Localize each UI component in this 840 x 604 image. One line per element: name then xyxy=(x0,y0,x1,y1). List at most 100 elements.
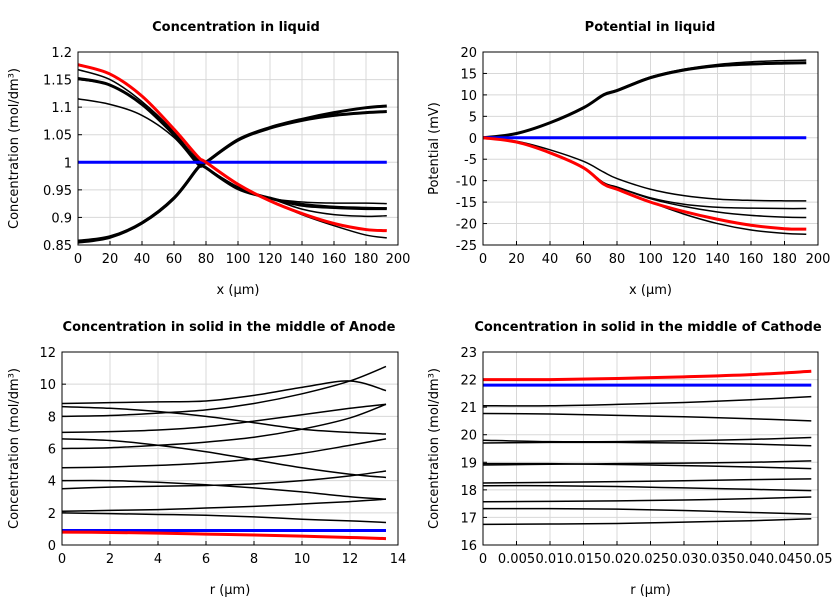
plot-frame xyxy=(482,351,819,546)
x-tick-label: 0.025 xyxy=(632,552,669,567)
x-tick-label: 0 xyxy=(479,552,487,567)
y-tick-label: 1 xyxy=(64,156,72,171)
y-tick-label: 15 xyxy=(460,67,477,82)
series-line-8 xyxy=(482,136,807,231)
y-tick-label: 0 xyxy=(469,132,477,147)
y-tick-label: 20 xyxy=(460,46,477,61)
x-tick-label: 80 xyxy=(609,252,626,267)
subplot-1: 0 20 40 60 80 100 120 140 160 180 200 0.85 0.9 0.95 1 1… xyxy=(7,20,410,298)
x-tick-label: 0 xyxy=(479,252,487,267)
y-tick-label: 10 xyxy=(460,89,477,104)
series-line-10 xyxy=(61,498,387,512)
series-line-6 xyxy=(482,462,812,470)
x-tick-label: 0.01 xyxy=(536,552,565,567)
x-tick-label: 2 xyxy=(106,552,114,567)
x-tick-label: 180 xyxy=(772,252,797,267)
subplot-4: 0 0.005 0.01 0.015 0.02 0.025 0.03 0.035 0.04 0.0… xyxy=(427,320,832,598)
series-line-1 xyxy=(482,61,807,140)
y-tick-label: 21 xyxy=(460,401,477,416)
series-line-13 xyxy=(482,369,812,382)
y-tick-label: 16 xyxy=(460,539,477,554)
x-tick-label: 40 xyxy=(134,252,151,267)
series-line-3 xyxy=(61,405,387,435)
series-line-4 xyxy=(61,403,387,434)
series-line-2 xyxy=(482,59,807,139)
y-tick-label: 20 xyxy=(460,429,477,444)
y-tick-label: 0.95 xyxy=(43,184,72,199)
x-tick-label: 6 xyxy=(202,552,210,567)
x-tick-label: 60 xyxy=(166,252,183,267)
y-tick-label: 1.15 xyxy=(43,74,72,89)
series-line-3 xyxy=(482,436,812,443)
series-line-6 xyxy=(482,137,807,236)
y-tick-label: -5 xyxy=(464,153,477,168)
y-tick-label: 1.1 xyxy=(51,101,72,116)
x-tick-label: 20 xyxy=(508,252,525,267)
series-line-9 xyxy=(61,470,387,490)
x-tick-label: 200 xyxy=(806,252,831,267)
x-tick-label: 0.015 xyxy=(565,552,602,567)
y-axis-label: Potential (mV) xyxy=(427,102,442,195)
x-tick-label: 10 xyxy=(294,552,311,567)
x-tick-label: 0.005 xyxy=(498,552,535,567)
y-tick-label: 8 xyxy=(48,410,56,425)
y-tick-label: -25 xyxy=(456,239,477,254)
series-line-2 xyxy=(77,104,387,244)
y-axis-label: Concentration (mol/dm³) xyxy=(427,368,442,529)
series-line-11 xyxy=(482,518,812,526)
series-line-7 xyxy=(61,438,387,469)
x-tick-label: 8 xyxy=(250,552,258,567)
x-tick-label: 100 xyxy=(226,252,251,267)
x-tick-label: 140 xyxy=(290,252,315,267)
x-tick-label: 0.05 xyxy=(804,552,833,567)
y-tick-label: 2 xyxy=(48,507,56,522)
series-line-13 xyxy=(61,530,387,541)
series-line-3 xyxy=(77,63,387,205)
chart-title: Potential in liquid xyxy=(585,20,716,35)
y-tick-label: 0.9 xyxy=(51,211,72,226)
x-axis-label: x (µm) xyxy=(217,283,260,298)
x-tick-label: 0.035 xyxy=(699,552,736,567)
x-tick-label: 180 xyxy=(354,252,379,267)
x-tick-label: 0.02 xyxy=(603,552,632,567)
y-tick-label: 1.2 xyxy=(51,46,72,61)
series-line-5 xyxy=(61,438,387,479)
x-tick-label: 0.045 xyxy=(766,552,803,567)
series-line-5 xyxy=(482,137,807,219)
y-axis-label: Concentration (mol/dm³) xyxy=(7,68,22,229)
series-line-9 xyxy=(77,63,387,233)
series-line-8 xyxy=(61,479,387,500)
series-line-10 xyxy=(482,507,812,515)
plot-frame xyxy=(77,51,399,246)
series-line-7 xyxy=(77,78,387,239)
y-tick-label: -10 xyxy=(456,175,477,190)
x-tick-label: 14 xyxy=(390,552,407,567)
y-tick-label: 17 xyxy=(460,511,477,526)
y-tick-label: 0 xyxy=(48,539,56,554)
series-line-1 xyxy=(77,110,387,243)
x-tick-label: 40 xyxy=(542,252,559,267)
x-axis-label: r (µm) xyxy=(630,583,671,598)
series-line-1 xyxy=(482,395,812,407)
x-tick-label: 120 xyxy=(258,252,283,267)
series-line-6 xyxy=(61,403,387,450)
x-tick-label: 160 xyxy=(322,252,347,267)
subplot-2: 0 20 40 60 80 100 120 140 160 180 200-25-20-15-10-… xyxy=(427,20,830,298)
x-tick-label: 12 xyxy=(342,552,359,567)
x-axis-label: r (µm) xyxy=(210,583,251,598)
x-tick-label: 100 xyxy=(638,252,663,267)
series-line-7 xyxy=(482,478,812,484)
x-tick-label: 160 xyxy=(739,252,764,267)
series-line-8 xyxy=(482,484,812,492)
y-tick-label: 18 xyxy=(460,484,477,499)
y-tick-label: 19 xyxy=(460,456,477,471)
x-tick-label: 0.04 xyxy=(737,552,766,567)
series-line-3 xyxy=(482,137,807,202)
y-tick-label: 6 xyxy=(48,443,56,458)
chart-title: Concentration in solid in the middle of … xyxy=(63,320,396,335)
plot-frame xyxy=(61,351,399,546)
series-line-9 xyxy=(482,496,812,503)
x-tick-label: 0.03 xyxy=(670,552,699,567)
series-line-2 xyxy=(482,412,812,422)
